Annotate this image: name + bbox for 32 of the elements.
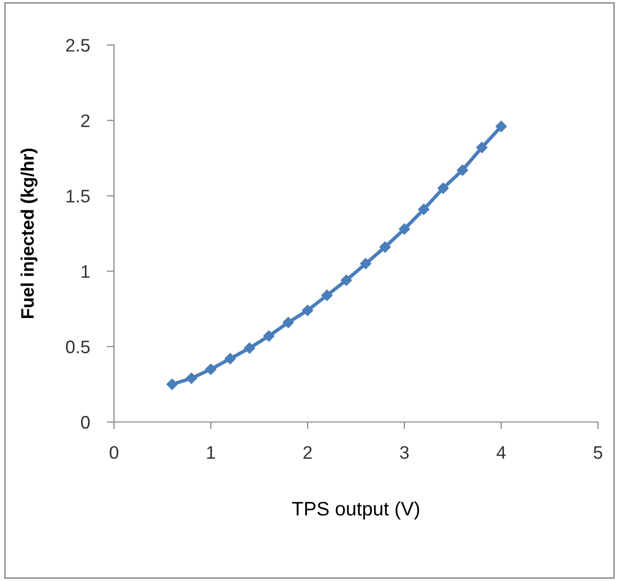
point [379,241,391,253]
y-tick-label: 0 [81,416,90,429]
x-tick-label: 5 [594,446,602,459]
x-tick-label: 0 [110,446,118,459]
y-tick-label: 1 [82,265,90,278]
point [476,142,488,154]
point [360,258,372,270]
y-axis-title: Fuel injected (kg/hr) [20,148,38,318]
point [205,364,216,375]
y-tick-label: 2.5 [66,38,90,52]
point [186,372,198,384]
point [263,330,274,342]
point [282,316,294,328]
x-tick-label: 4 [496,446,506,459]
x-tick-label: 1 [207,446,215,459]
y-tick-label: 2 [81,114,90,127]
point [166,378,178,390]
x-tick-label: 2 [303,446,312,459]
point [398,223,410,235]
y-tick-label: 0.5 [66,340,90,354]
point [244,342,256,354]
point [496,120,507,132]
point [438,182,449,194]
point [340,274,352,286]
point [224,353,236,364]
y-tick-label: 1.5 [66,190,90,203]
point [321,290,333,301]
point [418,204,430,215]
point [302,304,314,316]
x-tick-label: 3 [400,446,409,459]
x-axis-title: TPS output (V) [292,501,420,520]
point [456,164,468,176]
